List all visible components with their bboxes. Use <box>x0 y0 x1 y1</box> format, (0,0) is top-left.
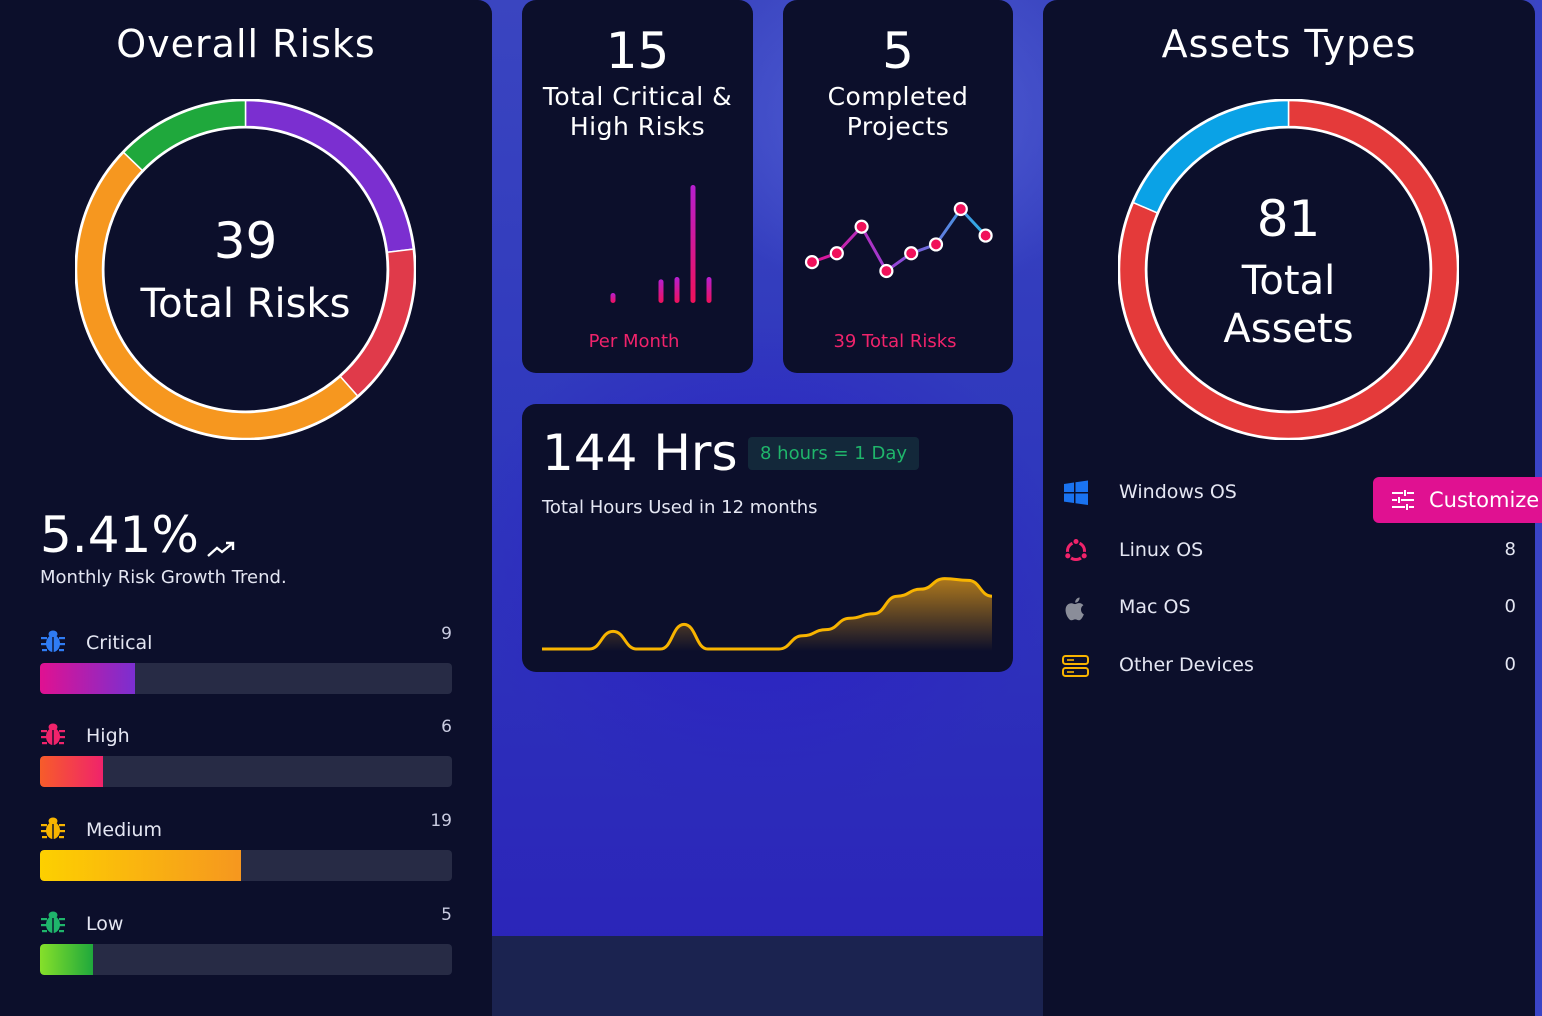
critical-high-card <box>522 0 753 373</box>
completed-projects-point <box>854 219 869 234</box>
trending-up-icon <box>207 541 235 557</box>
overall-risks-card <box>0 0 492 1016</box>
bug-icon <box>40 628 66 654</box>
hours-area-chart <box>542 577 993 651</box>
risk-level-fill <box>40 850 241 881</box>
completed-projects-card <box>783 0 1013 373</box>
asset-name: Windows OS <box>1119 481 1237 503</box>
critical-high-value: 15 <box>605 22 670 80</box>
asset-count: 0 <box>1504 654 1516 675</box>
critical-high-label-2: High Risks <box>569 112 706 141</box>
customize-button[interactable]: Customize <box>1373 477 1542 523</box>
completed-projects-line <box>811 206 987 274</box>
risk-donut-inner-ring <box>102 126 389 413</box>
growth-value: 5.41% <box>40 506 199 564</box>
windows-icon <box>1064 480 1088 505</box>
bug-icon <box>40 815 66 841</box>
critical-high-bar <box>690 185 696 303</box>
completed-projects-value: 5 <box>882 22 914 80</box>
risk-level-track <box>40 850 452 881</box>
risk-level-label: Critical <box>86 632 153 654</box>
risk-level-count: 9 <box>441 624 452 644</box>
bug-icon <box>40 721 66 747</box>
assets-donut <box>1118 99 1459 440</box>
risk-donut-outer-ring <box>75 99 416 440</box>
completed-projects-point <box>953 201 968 217</box>
critical-high-bar <box>706 277 712 303</box>
asset-count: 0 <box>1504 596 1516 617</box>
critical-high-bar <box>674 277 680 303</box>
asset-name: Mac OS <box>1119 596 1191 618</box>
risk-level-track <box>40 756 452 787</box>
asset-row-windows: Windows OS <box>1060 473 1516 513</box>
hours-label: Total Hours Used in 12 months <box>542 497 818 518</box>
overall-risks-donut <box>75 99 416 440</box>
total-risks-value: 39 <box>213 212 278 270</box>
risk-level-count: 5 <box>441 905 452 925</box>
critical-high-bar <box>610 293 616 303</box>
sliders-icon <box>1392 490 1414 510</box>
apple-icon <box>1065 597 1084 621</box>
assets-title: Assets Types <box>1161 22 1417 66</box>
linux-icon <box>1063 537 1089 561</box>
risk-level-count: 6 <box>441 717 452 737</box>
hours-value: 144 Hrs <box>542 424 738 482</box>
bug-icon <box>40 909 66 935</box>
risk-level-count: 19 <box>430 811 452 831</box>
total-assets-value: 81 <box>1256 190 1321 248</box>
critical-high-bar <box>658 279 664 303</box>
risk-level-track <box>40 663 452 694</box>
completed-projects-point <box>978 228 993 243</box>
completed-projects-caption: 39 Total Risks <box>833 331 957 352</box>
asset-row-other: Other Devices 0 <box>1060 646 1516 686</box>
total-assets-label-2: Assets <box>1223 306 1354 352</box>
asset-name: Other Devices <box>1119 654 1254 676</box>
risk-level-label: Medium <box>86 819 162 841</box>
completed-projects-point <box>829 246 844 261</box>
risk-level-fill <box>40 663 135 694</box>
growth-label: Monthly Risk Growth Trend. <box>40 567 287 588</box>
completed-projects-point <box>904 246 919 261</box>
asset-name: Linux OS <box>1119 539 1204 561</box>
critical-high-caption: Per Month <box>588 331 680 352</box>
hours-area-line <box>542 577 993 651</box>
completed-projects-point <box>804 255 820 270</box>
completed-projects-label-2: Projects <box>846 112 950 141</box>
hours-day-chip: 8 hours = 1 Day <box>748 437 920 470</box>
asset-donut-inner-ring <box>1145 126 1432 413</box>
overall-risks-title: Overall Risks <box>116 22 376 66</box>
asset-count: 8 <box>1504 539 1516 560</box>
hours-area-fill <box>542 578 992 651</box>
critical-high-label-1: Total Critical & <box>542 82 733 111</box>
completed-projects-label-1: Completed <box>827 82 969 111</box>
completed-projects-point <box>928 237 944 252</box>
background-band <box>492 936 1052 1016</box>
risk-level-label: Low <box>86 913 124 935</box>
asset-row-mac: Mac OS 0 <box>1060 588 1516 628</box>
asset-row-linux: Linux OS 8 <box>1060 531 1516 571</box>
asset-donut-outer-ring <box>1118 99 1459 440</box>
total-risks-label: Total Risks <box>140 281 351 327</box>
total-assets-label-1: Total <box>1241 258 1336 304</box>
critical-high-bar-chart <box>610 185 712 303</box>
completed-projects-point <box>879 263 894 279</box>
risk-level-fill <box>40 944 93 975</box>
customize-label: Customize <box>1429 488 1540 512</box>
completed-projects-line-chart <box>804 201 993 279</box>
risk-level-track <box>40 944 452 975</box>
server-icon <box>1062 655 1089 677</box>
risk-level-fill <box>40 756 104 787</box>
risk-level-label: High <box>86 725 130 747</box>
